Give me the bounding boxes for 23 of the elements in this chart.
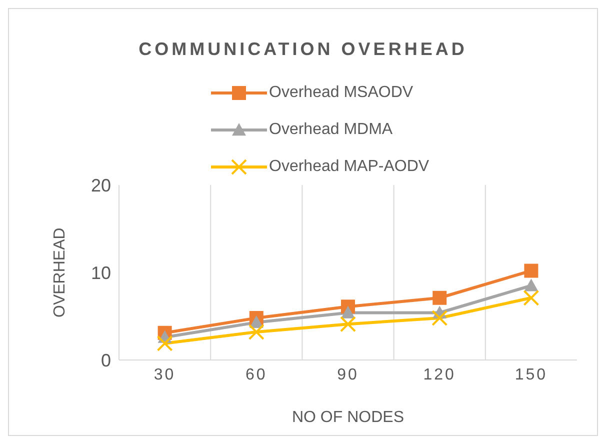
x-tick-label: 90 — [337, 366, 359, 384]
x-tick-label: 30 — [154, 366, 176, 384]
x-tick-label: 120 — [423, 366, 456, 384]
x-axis-title: NO OF NODES — [292, 409, 404, 426]
point — [156, 335, 173, 352]
x-tick-label: 150 — [514, 366, 548, 384]
y-tick-label: 0 — [100, 350, 111, 370]
point — [524, 264, 538, 278]
chart-title: COMMUNICATION OVERHEAD — [138, 39, 468, 60]
point — [248, 324, 264, 340]
y-tick-label: 20 — [90, 175, 111, 196]
legend-label: Overhead MSAODV — [269, 84, 414, 102]
point — [432, 310, 448, 326]
x-tick-label: 60 — [246, 366, 268, 384]
point — [523, 290, 540, 306]
y-axis-title: OVERHEAD — [52, 228, 69, 318]
y-tick-label: 10 — [90, 262, 111, 283]
point — [341, 306, 355, 318]
point — [432, 290, 447, 305]
legend-label: Overhead MAP-AODV — [269, 158, 430, 176]
point — [524, 278, 538, 292]
point — [340, 316, 356, 332]
legend-label: Overhead MDMA — [269, 120, 393, 138]
